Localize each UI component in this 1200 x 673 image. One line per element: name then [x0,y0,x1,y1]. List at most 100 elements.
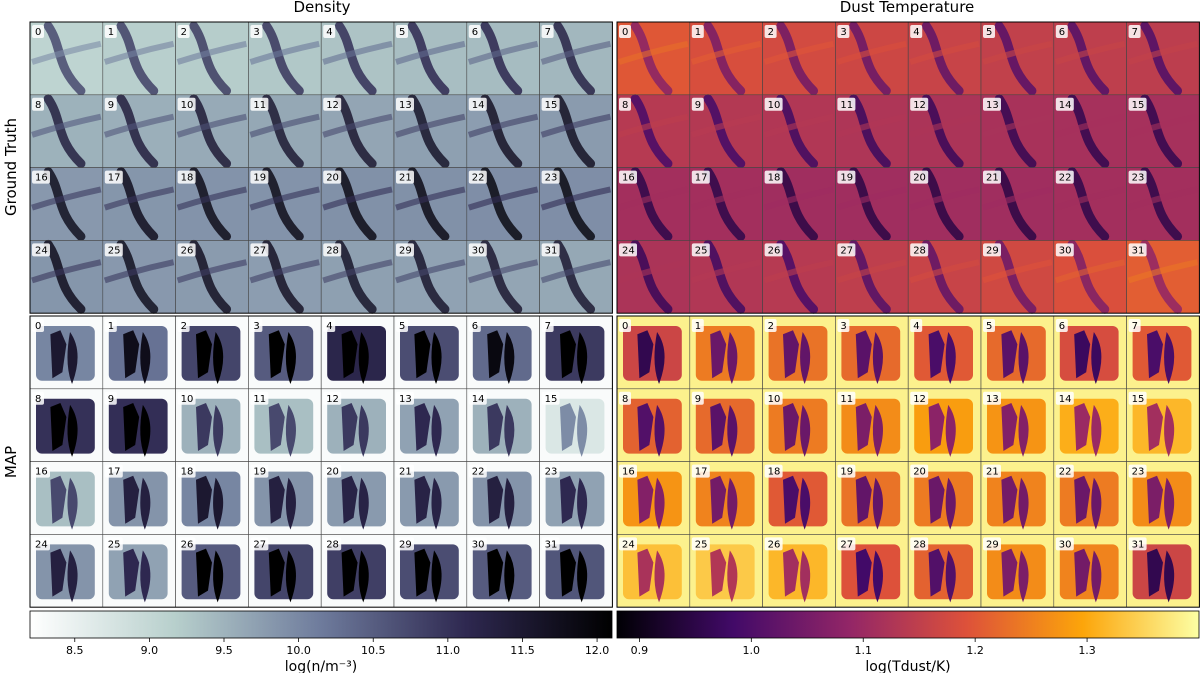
reconstruction-left-lobe [414,330,431,379]
reconstruction-right-lobe [431,550,442,603]
filament-branch [618,40,689,65]
cell-number-badge [691,464,710,478]
filament-structure [407,21,450,96]
cell-number: 18 [768,467,781,478]
cell-number-badge [396,319,408,332]
temperature-map-cell: 15 [1126,388,1200,462]
cell-number: 17 [695,173,708,184]
colorbar-label: log(n/m⁻³) [285,659,358,673]
filament-structure [1140,239,1183,314]
cell-number: 21 [986,467,999,478]
temperature-ground-truth-frame [616,21,1200,314]
reconstruction-left-lobe [782,330,799,379]
reconstruction-right-lobe [67,332,78,385]
reconstruction-right-lobe [140,332,151,385]
temperature-map-cell: 27 [835,534,909,608]
reconstruction-left-lobe [710,548,727,597]
cell-number: 19 [840,467,853,478]
cell-number-badge [910,537,929,551]
filament-branch [618,186,689,211]
cell-number: 30 [472,245,485,256]
density-ground-truth-cell: 18 [175,167,249,241]
filament-branch [467,113,539,138]
density-map-cell: 21 [393,461,468,535]
filament-branch [176,113,248,138]
cell-number-badge [1128,391,1147,405]
filament-branch [909,259,980,284]
filament-branch [322,113,393,138]
temperature-map-cell: 8 [616,388,691,462]
cell-number-badge [177,319,190,332]
cell-number-badge [619,464,637,478]
cell-number: 27 [840,539,853,550]
cell-number: 26 [181,539,194,550]
colorbar-tick-label: 0.9 [631,644,649,657]
reconstruction-right-lobe [945,477,956,530]
temperature-map-cell: 20 [907,461,982,535]
density-map-cell: 7 [539,315,613,390]
colorbars: 8.5 9.0 9.5 10.0 10.5 11.0 11.5 12.0 log(n/m⁻³) 0… [29,610,1200,673]
cell-number-badge [1055,243,1074,257]
reconstruction-region [1059,398,1119,454]
reconstruction-region [181,471,241,527]
cell-number-badge [1055,97,1074,111]
cell-number-badge [250,25,263,38]
colorbar-gradient [29,610,613,639]
cell-number: 16 [622,467,635,478]
cell-number: 17 [108,173,121,184]
cell-number: 23 [545,467,558,478]
reconstruction-right-lobe [358,332,369,385]
filament-branch [909,186,980,211]
density-ground-truth-cell: 8 [29,94,104,169]
reconstruction-left-lobe [1146,475,1163,524]
cell-number: 12 [913,100,926,111]
reconstruction-region [472,326,532,381]
reconstruction-region [623,398,682,454]
temperature-ground-truth-cell: 6 [1053,21,1127,96]
cell-number: 21 [399,467,412,478]
reconstruction-region [108,471,168,527]
filament-structure [553,239,596,314]
reconstruction-left-lobe [50,403,67,451]
filament-structure [116,94,159,169]
cell-number-badge [396,464,414,478]
temperature-map-cell: 10 [762,388,836,462]
temperature-map-cell: 17 [689,461,763,535]
reconstruction-region [36,471,95,527]
cell-number: 20 [326,467,339,478]
temperature-map-cell: 19 [835,461,909,535]
cell-number: 6 [1059,27,1065,38]
temperature-ground-truth-cell: 2 [762,21,836,96]
filament-structure [921,94,964,169]
density-map-cell: 25 [102,534,176,608]
filament-branch [31,186,102,211]
cell-number-badge [32,537,50,551]
cell-number-badge [910,97,929,111]
temperature-map-cell: 24 [616,534,691,608]
filament-branch [249,40,320,65]
reconstruction-right-lobe [431,477,442,530]
cell-number-badge [1055,170,1074,184]
reconstruction-left-lobe [341,475,358,524]
cell-number-badge [837,391,856,405]
colorbar-tick-label: 10.0 [286,644,311,657]
cell-number: 3 [253,27,259,38]
reconstruction-right-lobe [213,332,224,385]
cell-number: 11 [840,100,853,111]
temperature-ground-truth-cell: 1 [689,21,763,96]
reconstruction-left-lobe [414,403,431,451]
filament-structure [994,94,1037,169]
cell-number-badge [691,25,704,38]
filament-structure [994,167,1037,241]
reconstruction-right-lobe [285,332,296,385]
cell-number-badge [541,243,560,257]
filament-structure [116,239,159,314]
filament-structure [1067,21,1110,96]
temperature-ground-truth-cell: 20 [907,167,982,241]
cell-number-badge [764,25,777,38]
density-ground-truth-cell: 9 [102,94,176,169]
density-ground-truth-cell: 14 [466,94,540,169]
temperature-colorbar: 0.9 1.0 1.1 1.2 1.3 log(Tdust/K) [616,610,1200,673]
cell-number: 23 [1132,467,1145,478]
